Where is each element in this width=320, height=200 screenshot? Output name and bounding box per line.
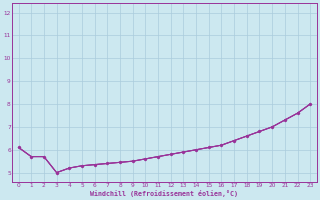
X-axis label: Windchill (Refroidissement éolien,°C): Windchill (Refroidissement éolien,°C) (90, 190, 238, 197)
